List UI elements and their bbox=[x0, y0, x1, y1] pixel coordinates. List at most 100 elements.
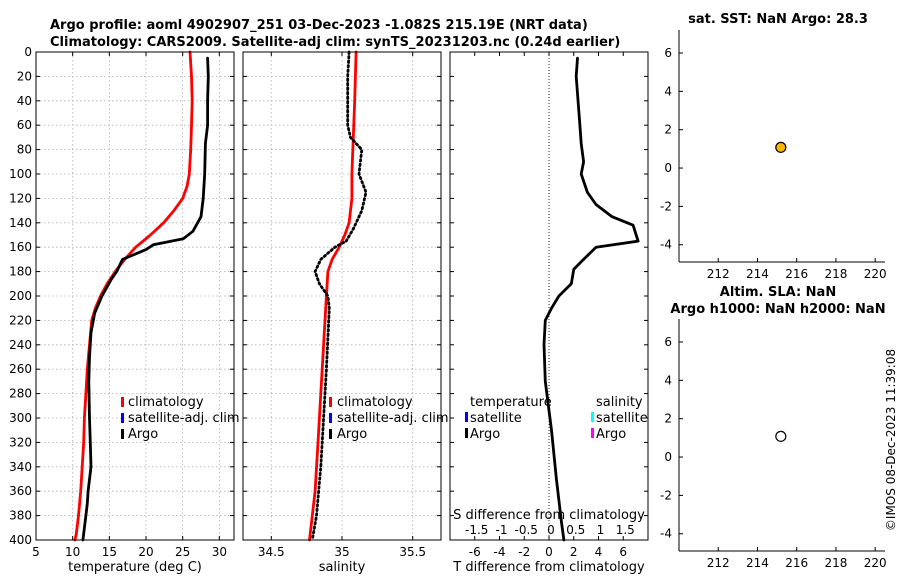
float-position-marker bbox=[775, 141, 787, 153]
s-tick-label: 1 bbox=[597, 523, 605, 537]
y-tick-label: 180 bbox=[9, 265, 32, 279]
y-tick-label: 320 bbox=[9, 435, 32, 449]
x-tick-label: 216 bbox=[785, 267, 808, 281]
legend-header-salinity: salinity bbox=[596, 395, 643, 410]
x-tick-label: 212 bbox=[707, 267, 730, 281]
x-tick-label: -4 bbox=[494, 545, 506, 559]
figure-title-line2: Climatology: CARS2009. Satellite-adj cli… bbox=[50, 35, 620, 50]
s-tick-label: 0.5 bbox=[566, 523, 585, 537]
x-tick-label: 35.5 bbox=[399, 545, 426, 559]
figure-title-line1: Argo profile: aoml 4902907_251 03-Dec-20… bbox=[50, 18, 588, 33]
sla-title-line1: Altim. SLA: NaN bbox=[720, 285, 836, 300]
legend-swatch-argo bbox=[121, 429, 124, 439]
legend-label-satellite: satellite-adj. clim bbox=[128, 411, 240, 426]
legend-swatch-satellite bbox=[329, 413, 332, 423]
x-tick-label: 34.5 bbox=[258, 545, 285, 559]
y-tick-label: 20 bbox=[17, 69, 32, 83]
sla-title-line2: Argo h1000: NaN h2000: NaN bbox=[670, 302, 885, 317]
salinity-panel: 34.5 35 35.5 salinity bbox=[242, 50, 442, 575]
series-line-argo bbox=[81, 56, 210, 542]
y-tick-label: -4 bbox=[660, 238, 672, 252]
s-tick-label: -1.5 bbox=[465, 523, 488, 537]
legend-label-climatology: climatology bbox=[128, 395, 204, 410]
y-tick-label: 100 bbox=[9, 167, 32, 181]
legend-swatch-s-satellite bbox=[591, 412, 594, 422]
x-tick-label: 218 bbox=[824, 267, 847, 281]
x-tick-label: 10 bbox=[65, 545, 80, 559]
legend-swatch-argo bbox=[329, 429, 332, 439]
x-tick-label: 0 bbox=[545, 545, 553, 559]
y-tick-label: -2 bbox=[660, 488, 672, 502]
legend-label-t-satellite: satellite bbox=[470, 411, 522, 426]
x-tick-label: -6 bbox=[469, 545, 481, 559]
y-tick-label: 6 bbox=[664, 335, 672, 349]
y-tick-label: 60 bbox=[17, 118, 32, 132]
y-tick-label: 120 bbox=[9, 191, 32, 205]
y-tick-label: 240 bbox=[9, 338, 32, 352]
series-line-argo bbox=[542, 56, 640, 542]
salinity-legend: climatology satellite-adj. clim Argo bbox=[329, 395, 449, 442]
temperature-panel: 5 10 15 20 25 3002040608010012014016018020022… bbox=[9, 45, 235, 575]
y-tick-label: -2 bbox=[660, 199, 672, 213]
y-tick-label: 260 bbox=[9, 362, 32, 376]
y-tick-label: 360 bbox=[9, 484, 32, 498]
legend-swatch-t-argo bbox=[465, 428, 468, 438]
y-tick-label: 4 bbox=[664, 84, 672, 98]
y-tick-label: 0 bbox=[664, 161, 672, 175]
y-tick-label: 40 bbox=[17, 94, 32, 108]
y-tick-label: 340 bbox=[9, 460, 32, 474]
y-tick-label: 140 bbox=[9, 216, 32, 230]
legend-swatch-climatology bbox=[121, 397, 124, 407]
watermark: ©IMOS 08-Dec-2023 11:39:08 bbox=[884, 349, 898, 531]
series-line-climatology bbox=[308, 50, 358, 542]
legend-swatch-t-satellite bbox=[465, 412, 468, 422]
legend-label-t-argo: Argo bbox=[470, 427, 500, 442]
legend-label-satellite: satellite-adj. clim bbox=[337, 411, 449, 426]
s-tick-label: -0.5 bbox=[515, 523, 538, 537]
y-tick-label: 220 bbox=[9, 313, 32, 327]
x-tick-label: 15 bbox=[102, 545, 117, 559]
sst_map-panel: 212 214 216 218 220 -4 -2 0 2 4 6 bbox=[660, 30, 887, 281]
x-tick-label: 214 bbox=[746, 267, 769, 281]
y-tick-label: 80 bbox=[17, 143, 32, 157]
y-tick-label: 200 bbox=[9, 289, 32, 303]
y-tick-label: 280 bbox=[9, 387, 32, 401]
s-tick-label: 1.5 bbox=[616, 523, 635, 537]
y-tick-label: 380 bbox=[9, 509, 32, 523]
legend-label-s-satellite: satellite bbox=[596, 411, 648, 426]
difference-legend: temperature salinity satellite Argo sate… bbox=[465, 395, 648, 442]
y-tick-label: 300 bbox=[9, 411, 32, 425]
x-tick-label: 2 bbox=[570, 545, 578, 559]
legend-label-argo: Argo bbox=[128, 427, 158, 442]
difference-panel: -6 -4 -2 0 2 4 6T difference from climatology S… bbox=[449, 51, 649, 575]
y-tick-label: 2 bbox=[664, 123, 672, 137]
sst-title: sat. SST: NaN Argo: 28.3 bbox=[688, 12, 868, 27]
x-tick-label: 5 bbox=[32, 545, 40, 559]
x-tick-label: 218 bbox=[824, 556, 847, 570]
legend-header-temperature: temperature bbox=[470, 395, 552, 410]
series-line-argo bbox=[310, 50, 368, 542]
x-tick-label: 212 bbox=[707, 556, 730, 570]
legend-swatch-s-argo bbox=[591, 428, 594, 438]
temperature-legend: climatology satellite-adj. clim Argo bbox=[121, 395, 240, 442]
difference-xlabel: T difference from climatology bbox=[452, 560, 645, 575]
x-tick-label: 35 bbox=[334, 545, 349, 559]
y-tick-label: 2 bbox=[664, 412, 672, 426]
legend-label-climatology: climatology bbox=[337, 395, 413, 410]
x-tick-label: 4 bbox=[595, 545, 603, 559]
s-difference-label: S difference from climatology bbox=[453, 508, 645, 523]
x-tick-label: -2 bbox=[518, 545, 530, 559]
legend-label-argo: Argo bbox=[337, 427, 367, 442]
legend-swatch-satellite bbox=[121, 413, 124, 423]
x-tick-label: 25 bbox=[175, 545, 190, 559]
s-tick-label: 0 bbox=[547, 523, 555, 537]
y-tick-label: -4 bbox=[660, 527, 672, 541]
temperature-xlabel: temperature (deg C) bbox=[68, 560, 202, 575]
x-tick-label: 6 bbox=[619, 545, 627, 559]
sla_map-panel: 212 214 216 218 220 -4 -2 0 2 4 6 bbox=[660, 319, 887, 570]
y-tick-label: 6 bbox=[664, 46, 672, 60]
x-tick-label: 30 bbox=[212, 545, 227, 559]
y-tick-label: 400 bbox=[9, 533, 32, 547]
y-tick-label: 0 bbox=[24, 45, 32, 59]
